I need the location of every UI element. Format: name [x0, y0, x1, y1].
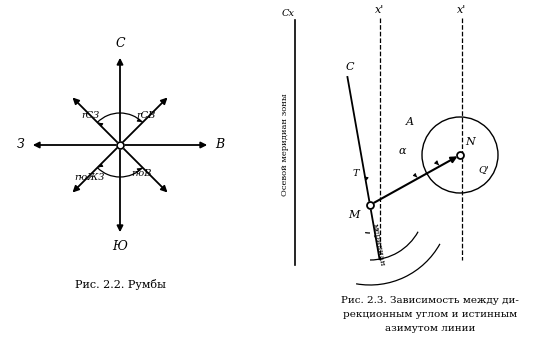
Text: Осевой меридиан зоны: Осевой меридиан зоны [281, 94, 289, 196]
Text: rюВ: rюВ [132, 169, 152, 177]
Text: С: С [115, 37, 125, 50]
Text: Рис. 2.2. Румбы: Рис. 2.2. Румбы [75, 279, 166, 290]
Text: α: α [398, 146, 406, 156]
Text: A: A [405, 117, 414, 127]
Text: азимутом линии: азимутом линии [385, 324, 475, 333]
Text: rюЖ3: rюЖ3 [75, 173, 105, 183]
Text: рекционным углом и истинным: рекционным углом и истинным [343, 310, 517, 319]
Text: Q': Q' [478, 166, 489, 174]
Text: N: N [465, 137, 475, 147]
Text: С: С [345, 62, 354, 72]
Text: rСВ: rСВ [136, 110, 156, 119]
Text: x': x' [458, 5, 466, 15]
Text: Рис. 2.3. Зависимость между ди-: Рис. 2.3. Зависимость между ди- [341, 296, 519, 305]
Text: rСЗ: rСЗ [81, 110, 99, 119]
Text: меридиан: меридиан [370, 223, 386, 267]
Text: T: T [353, 169, 359, 177]
Text: M: M [349, 210, 360, 220]
Text: Сх: Сх [281, 9, 295, 18]
Text: В: В [215, 138, 224, 152]
Text: Ю: Ю [112, 240, 127, 253]
Text: З: З [17, 138, 25, 152]
Text: x': x' [375, 5, 385, 15]
